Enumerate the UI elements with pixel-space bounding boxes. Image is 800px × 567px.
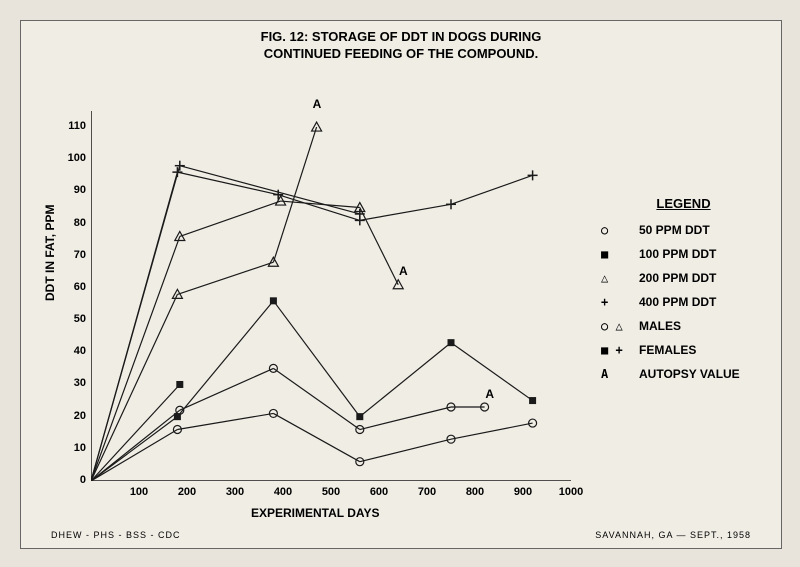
y-tick-label: 10	[56, 442, 86, 454]
legend-label: MALES	[639, 319, 681, 333]
autopsy-marker-label: A	[399, 264, 408, 278]
footer-left: DHEW - PHS - BSS - CDC	[51, 530, 181, 540]
y-axis-label: DDT IN FAT, PPM	[43, 205, 57, 301]
legend-label: 400 PPM DDT	[639, 295, 716, 309]
legend-item: ○ △MALES	[601, 319, 766, 333]
y-tick-label: 50	[56, 313, 86, 325]
legend-title: LEGEND	[601, 196, 766, 211]
origin-label: 0	[56, 474, 86, 486]
y-tick-label: 90	[56, 184, 86, 196]
legend-item: AAUTOPSY VALUE	[601, 367, 766, 381]
x-tick-label: 1000	[551, 486, 591, 498]
autopsy-marker-label: A	[485, 387, 494, 401]
x-tick-label: 200	[167, 486, 207, 498]
x-tick-label: 300	[215, 486, 255, 498]
plot-area	[91, 111, 571, 481]
legend-label: FEMALES	[639, 343, 696, 357]
x-tick-label: 100	[119, 486, 159, 498]
y-tick-label: 100	[56, 152, 86, 164]
legend-symbol: ○ △	[601, 319, 639, 333]
legend-symbol: +	[601, 295, 639, 309]
x-tick-label: 500	[311, 486, 351, 498]
legend-item: +400 PPM DDT	[601, 295, 766, 309]
legend-symbol: ○	[601, 223, 639, 237]
x-tick-label: 800	[455, 486, 495, 498]
chart-svg	[91, 111, 571, 481]
y-tick-label: 80	[56, 217, 86, 229]
y-tick-label: 30	[56, 377, 86, 389]
y-tick-label: 40	[56, 345, 86, 357]
x-tick-label: 600	[359, 486, 399, 498]
legend-item: ■ +FEMALES	[601, 343, 766, 357]
legend-symbol: ■ +	[601, 343, 639, 357]
legend-label: 100 PPM DDT	[639, 247, 716, 261]
footer-right: SAVANNAH, GA — SEPT., 1958	[595, 530, 751, 540]
legend: LEGEND ○50 PPM DDT■100 PPM DDT△200 PPM D…	[601, 196, 766, 391]
legend-symbol: ■	[601, 247, 639, 261]
legend-symbol: △	[601, 271, 639, 285]
x-tick-label: 400	[263, 486, 303, 498]
chart-container: FIG. 12: STORAGE OF DDT IN DOGS DURING C…	[20, 20, 782, 549]
y-tick-label: 60	[56, 281, 86, 293]
chart-title: FIG. 12: STORAGE OF DDT IN DOGS DURING C…	[21, 29, 781, 63]
x-axis-label: EXPERIMENTAL DAYS	[251, 506, 379, 520]
legend-label: 200 PPM DDT	[639, 271, 716, 285]
legend-item: ○50 PPM DDT	[601, 223, 766, 237]
title-line1: FIG. 12: STORAGE OF DDT IN DOGS DURING	[261, 29, 542, 44]
y-tick-label: 110	[56, 120, 86, 132]
y-tick-label: 70	[56, 249, 86, 261]
legend-item: △200 PPM DDT	[601, 271, 766, 285]
legend-label: AUTOPSY VALUE	[639, 367, 740, 381]
legend-label: 50 PPM DDT	[639, 223, 710, 237]
title-line2: CONTINUED FEEDING OF THE COMPOUND.	[264, 46, 538, 61]
x-tick-label: 700	[407, 486, 447, 498]
y-tick-label: 20	[56, 410, 86, 422]
legend-item: ■100 PPM DDT	[601, 247, 766, 261]
x-tick-label: 900	[503, 486, 543, 498]
legend-symbol: A	[601, 367, 639, 381]
autopsy-marker-label: A	[313, 97, 322, 111]
